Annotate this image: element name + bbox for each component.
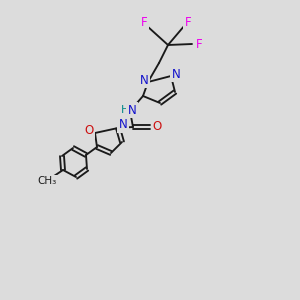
Text: CH₃: CH₃	[38, 176, 57, 186]
Text: O: O	[84, 124, 94, 137]
Text: N: N	[128, 103, 136, 116]
Text: N: N	[118, 118, 127, 131]
Text: F: F	[196, 38, 202, 52]
Text: N: N	[172, 68, 180, 80]
Text: F: F	[141, 16, 147, 29]
Text: F: F	[185, 16, 191, 28]
Text: O: O	[152, 121, 162, 134]
Text: N: N	[140, 74, 148, 86]
Text: H: H	[121, 105, 129, 115]
